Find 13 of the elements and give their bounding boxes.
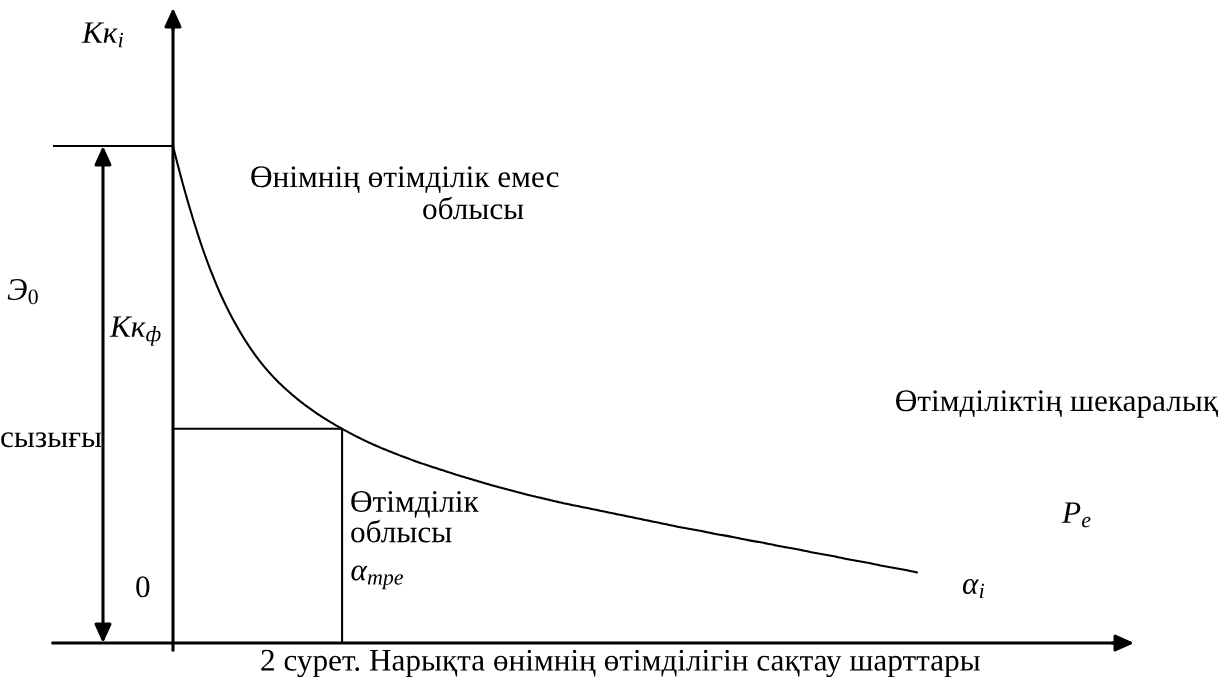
annotation: Өтімділік облысы (351, 490, 479, 543)
text: 2 сурет. Нарықта өнімнің өтімділігін сақтау шарттары (261, 649, 980, 677)
text: 0 (136, 576, 150, 598)
y-axis-title: Кк$_{i}$ (81, 22, 124, 48)
text: Кк$_{ф}$ (109, 316, 161, 346)
x-axis-title: α$_{i}$ (962, 579, 985, 599)
text: сызығы (1, 432, 102, 448)
annotation: Өтімділіктің шекаралық (896, 390, 1219, 418)
text: P$_{e}$ (1061, 502, 1091, 528)
annotation: облысы (423, 196, 524, 220)
text: Э$_{0}$ (7, 279, 38, 305)
ref-line-label: α$_{тре}$ (351, 565, 404, 590)
annotation: Өнімнің өтімділік емес (251, 166, 559, 194)
